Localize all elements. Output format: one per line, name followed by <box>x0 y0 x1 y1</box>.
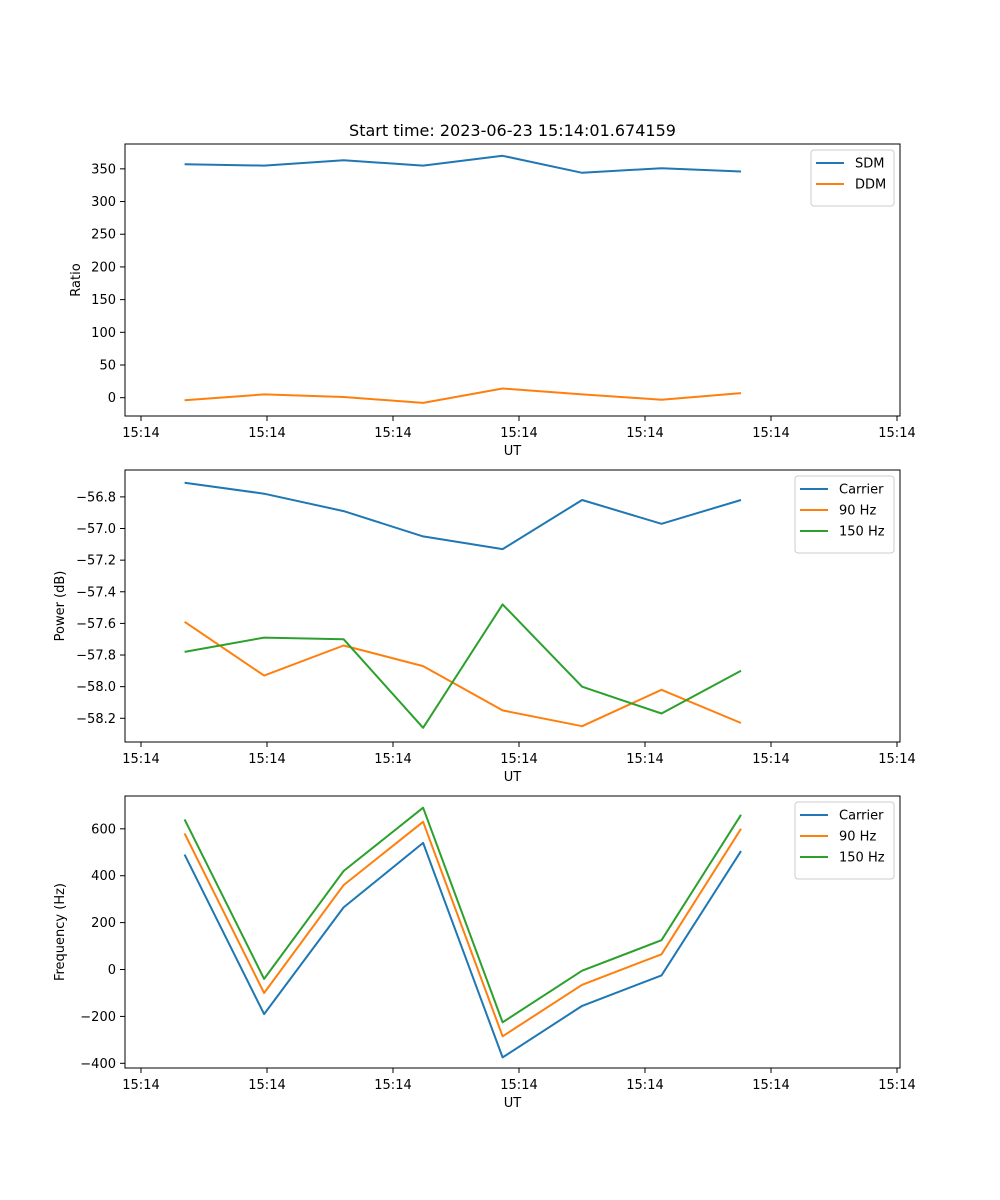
plot-frame <box>124 143 901 417</box>
x-tick-label: 15:14 <box>626 752 663 767</box>
x-axis-label: UT <box>504 1096 522 1111</box>
x-tick-label: 15:14 <box>122 1078 159 1093</box>
legend-box <box>794 801 895 880</box>
y-axis-label: Ratio <box>69 263 84 296</box>
y-tick-label: −57.0 <box>76 522 116 537</box>
legend-entry: 90 Hz <box>839 830 876 845</box>
legend: SDM DDM <box>810 149 895 207</box>
y-tick-label: −400 <box>80 1057 116 1072</box>
y-axis: −58.2 −58.0 −57.8 −57.6 −57.4 −57.2 −57.0 −56.8 <box>76 490 125 727</box>
series-line-150-hz <box>184 603 742 729</box>
x-tick-label: 15:14 <box>878 1078 915 1093</box>
y-tick-label: 300 <box>91 195 116 210</box>
x-tick-label: 15:14 <box>374 426 411 441</box>
x-tick-label: 15:14 <box>248 752 285 767</box>
y-tick-label: 50 <box>99 359 116 374</box>
legend: Carrier 90 Hz 150 Hz <box>794 475 895 554</box>
legend-entry: Carrier <box>839 483 884 498</box>
series-line-150-hz <box>183 806 742 1024</box>
y-axis: 0 50 100 150 200 250 300 350 <box>91 162 125 406</box>
subplot-2: 15:1415:1415:1415:1415:1415:1415:1415:15… <box>53 469 916 785</box>
legend-entry: Carrier <box>839 809 884 824</box>
x-tick-label: 15:14 <box>626 1078 663 1093</box>
series-line-90-hz <box>183 820 742 1038</box>
y-tick-label: −58.2 <box>76 712 116 727</box>
legend-entry: SDM <box>855 157 884 172</box>
series-line-90-hz <box>184 620 742 728</box>
y-tick-label: 0 <box>108 391 116 406</box>
x-tick-label: 15:14 <box>122 752 159 767</box>
x-tick-label: 15:14 <box>374 1078 411 1093</box>
y-tick-label: 150 <box>91 293 116 308</box>
y-tick-label: −57.8 <box>76 649 116 664</box>
legend-entry: 150 Hz <box>839 851 885 866</box>
series-line-ddm <box>184 387 742 404</box>
x-tick-label: 15:14 <box>500 752 537 767</box>
legend: Carrier 90 Hz 150 Hz <box>794 801 895 880</box>
x-tick-label: 15:14 <box>626 426 663 441</box>
y-tick-label: 400 <box>91 869 116 884</box>
y-tick-label: 350 <box>91 162 116 177</box>
subplot-1: Start time: 2023-06-23 15:14:01.674159 15… <box>69 121 916 459</box>
x-tick-label: 15:14 <box>500 1078 537 1093</box>
legend-box <box>794 475 895 554</box>
x-tick-label: 15:14 <box>500 426 537 441</box>
y-tick-label: 250 <box>91 228 116 243</box>
y-tick-label: 200 <box>91 916 116 931</box>
x-tick-label: 15:14 <box>374 752 411 767</box>
plot-frame <box>124 795 901 1069</box>
legend-entry: 90 Hz <box>839 504 876 519</box>
y-tick-label: −200 <box>80 1010 116 1025</box>
series-line-carrier <box>184 481 742 551</box>
x-tick-label: 15:14 <box>752 426 789 441</box>
x-tick-label: 15:14 <box>878 752 915 767</box>
series-line-sdm <box>184 154 742 174</box>
y-axis: −400 −200 0 200 400 600 <box>80 822 125 1072</box>
y-axis-label: Power (dB) <box>53 571 68 642</box>
y-tick-label: −58.0 <box>76 680 116 695</box>
y-tick-label: 200 <box>91 260 116 275</box>
legend-entry: DDM <box>855 178 886 193</box>
subplot-3: 15:1415:1415:1415:1415:1415:1415:1415:15… <box>53 795 916 1111</box>
series-line-carrier <box>183 841 742 1059</box>
plot-frame <box>124 469 901 743</box>
y-tick-label: −57.2 <box>76 554 116 569</box>
x-tick-label: 15:14 <box>752 1078 789 1093</box>
x-tick-label: 15:14 <box>878 426 915 441</box>
y-axis-label: Frequency (Hz) <box>53 883 68 981</box>
y-tick-label: −56.8 <box>76 490 116 505</box>
y-tick-label: −57.4 <box>76 585 116 600</box>
x-axis-label: UT <box>504 770 522 785</box>
x-tick-label: 15:14 <box>248 1078 285 1093</box>
y-tick-label: 600 <box>91 822 116 837</box>
x-tick-label: 15:14 <box>122 426 159 441</box>
chart-title: Start time: 2023-06-23 15:14:01.674159 <box>349 121 676 140</box>
legend-entry: 150 Hz <box>839 525 885 540</box>
y-tick-label: −57.6 <box>76 617 116 632</box>
x-axis-label: UT <box>504 444 522 459</box>
y-tick-label: 0 <box>108 963 116 978</box>
x-tick-label: 15:14 <box>752 752 789 767</box>
y-tick-label: 100 <box>91 326 116 341</box>
x-tick-label: 15:14 <box>248 426 285 441</box>
